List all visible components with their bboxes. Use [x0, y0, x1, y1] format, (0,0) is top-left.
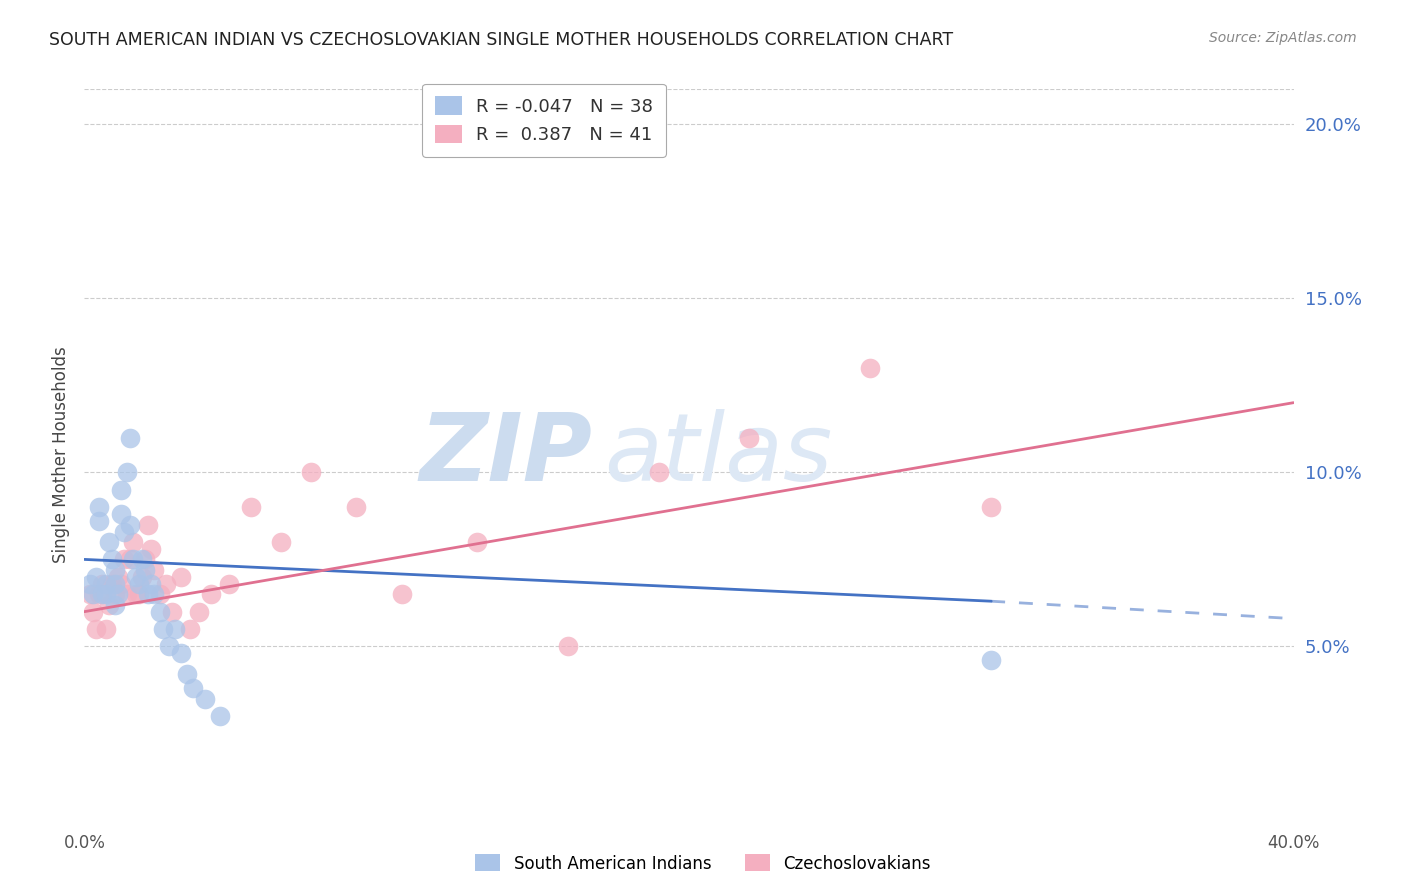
Point [115, 587, 138, 601]
Point [97, 598, 120, 612]
Point [152, 622, 174, 636]
Point [104, 576, 127, 591]
Point [128, 587, 150, 601]
Point [100, 576, 122, 591]
Point [142, 563, 165, 577]
Point [139, 541, 162, 556]
Point [648, 466, 671, 480]
Point [557, 640, 579, 654]
Point [131, 552, 153, 566]
Point [94, 587, 117, 601]
Point [299, 466, 322, 480]
Point [121, 535, 143, 549]
Point [107, 587, 129, 601]
Text: ZIP: ZIP [419, 409, 592, 501]
Text: atlas: atlas [605, 409, 832, 500]
Point [118, 552, 141, 566]
Point [136, 587, 159, 601]
Text: SOUTH AMERICAN INDIAN VS CZECHOSLOVAKIAN SINGLE MOTHER HOUSEHOLDS CORRELATION CH: SOUTH AMERICAN INDIAN VS CZECHOSLOVAKIAN… [49, 31, 953, 49]
Point [121, 552, 143, 566]
Legend: R = -0.047   N = 38, R =  0.387   N = 41: R = -0.047 N = 38, R = 0.387 N = 41 [422, 84, 665, 157]
Point [82, 587, 104, 601]
Legend: South American Indians, Czechoslovakians: South American Indians, Czechoslovakians [468, 847, 938, 880]
Point [149, 605, 172, 619]
Y-axis label: Single Mother Households: Single Mother Households [52, 347, 70, 563]
Point [170, 570, 193, 584]
Point [115, 466, 138, 480]
Point [134, 552, 156, 566]
Point [165, 622, 187, 636]
Point [131, 570, 153, 584]
Point [97, 535, 120, 549]
Point [188, 605, 211, 619]
Point [104, 598, 127, 612]
Point [181, 681, 204, 696]
Point [104, 587, 127, 601]
Point [110, 576, 132, 591]
Point [86, 622, 108, 636]
Point [391, 587, 413, 601]
Point [142, 587, 165, 601]
Point [125, 587, 148, 601]
Point [91, 587, 114, 601]
Point [89, 514, 111, 528]
Point [91, 576, 114, 591]
Point [139, 576, 162, 591]
Point [89, 500, 111, 515]
Point [136, 517, 159, 532]
Point [218, 576, 240, 591]
Point [104, 563, 127, 577]
Point [980, 500, 1002, 515]
Point [79, 587, 101, 601]
Point [100, 552, 122, 566]
Point [118, 517, 141, 532]
Point [82, 605, 104, 619]
Point [239, 500, 262, 515]
Point [112, 552, 135, 566]
Point [89, 587, 111, 601]
Point [346, 500, 368, 515]
Point [112, 524, 135, 539]
Point [155, 576, 177, 591]
Point [738, 430, 761, 444]
Point [179, 622, 201, 636]
Text: Source: ZipAtlas.com: Source: ZipAtlas.com [1209, 31, 1357, 45]
Point [980, 653, 1002, 667]
Point [170, 647, 193, 661]
Point [94, 622, 117, 636]
Point [859, 360, 882, 375]
Point [134, 563, 156, 577]
Point [86, 570, 108, 584]
Point [125, 570, 148, 584]
Point [107, 570, 129, 584]
Point [157, 640, 180, 654]
Point [118, 430, 141, 444]
Point [79, 576, 101, 591]
Point [110, 483, 132, 497]
Point [128, 576, 150, 591]
Point [270, 535, 292, 549]
Point [149, 587, 172, 601]
Point [94, 576, 117, 591]
Point [209, 709, 232, 723]
Point [160, 605, 183, 619]
Point [200, 587, 222, 601]
Point [467, 535, 489, 549]
Point [176, 667, 198, 681]
Point [194, 691, 217, 706]
Point [110, 507, 132, 521]
